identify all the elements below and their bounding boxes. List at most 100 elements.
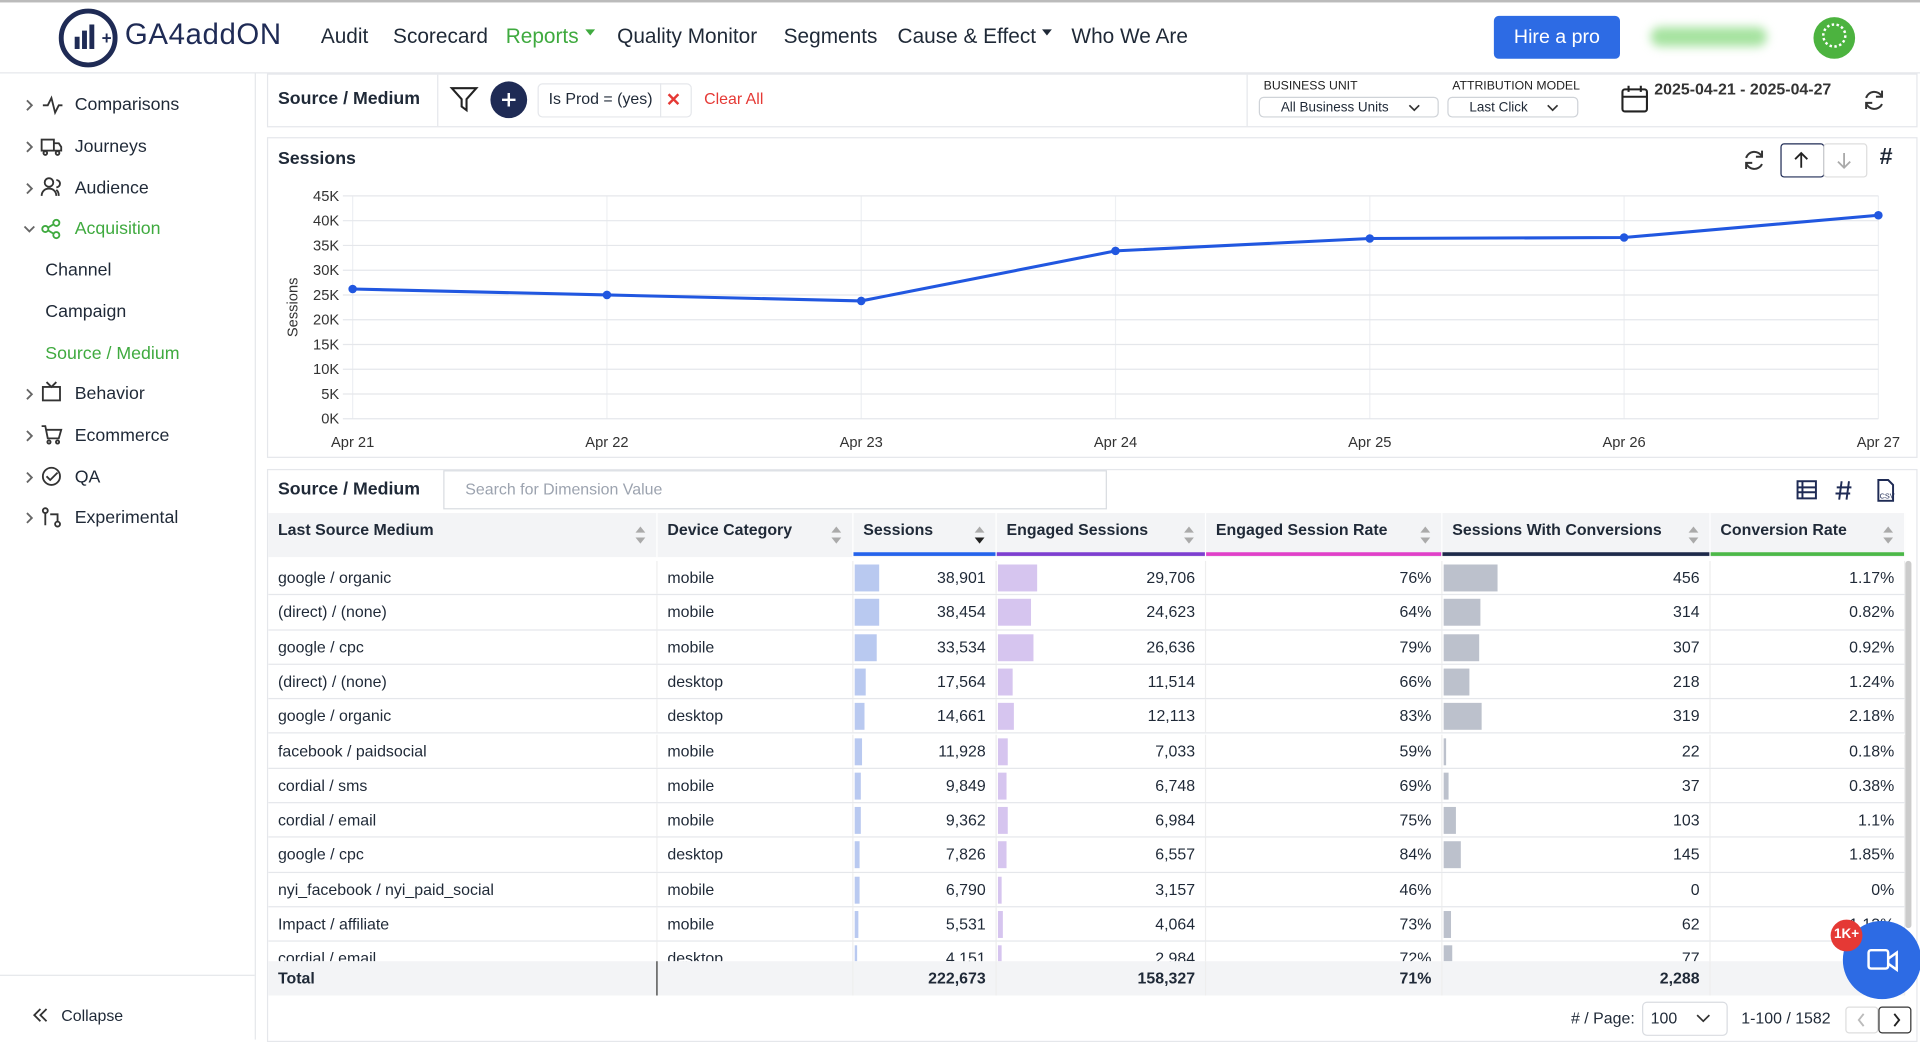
page-arrows bbox=[1845, 1007, 1911, 1034]
table-cell: 0.92% bbox=[1711, 630, 1906, 663]
table-cell: 77 bbox=[1442, 942, 1710, 961]
y-tick-label: 15K bbox=[313, 337, 339, 353]
page-range: 1-100 / 1582 bbox=[1741, 1009, 1830, 1027]
table-row: google / organicmobile38,90129,70676%456… bbox=[268, 561, 1905, 596]
total-cell bbox=[658, 961, 854, 995]
table-cell: 38,901 bbox=[853, 561, 996, 594]
table-header: Last Source MediumDevice CategorySession… bbox=[268, 513, 1905, 557]
table-cell: cordial / sms bbox=[268, 769, 657, 802]
table-cell: 456 bbox=[1442, 561, 1710, 594]
x-tick-label: Apr 22 bbox=[585, 435, 628, 451]
y-tick-label: 45K bbox=[313, 189, 339, 205]
chat-badge: 1K+ bbox=[1832, 927, 1861, 942]
column-underline bbox=[1711, 552, 1904, 556]
column-underline bbox=[1442, 552, 1709, 556]
table-cell: cordial / email bbox=[268, 803, 657, 836]
line-chart: 0K5K10K15K20K25K30K35K40K45KApr 21Apr 22… bbox=[0, 0, 1920, 465]
table-cell: desktop bbox=[658, 942, 854, 961]
sort-icon bbox=[1883, 522, 1893, 533]
point bbox=[1620, 233, 1629, 242]
table-cell: 2,984 bbox=[997, 942, 1206, 961]
table-cell: mobile bbox=[658, 734, 854, 767]
collapse-icon[interactable] bbox=[32, 1007, 49, 1024]
point bbox=[1366, 234, 1375, 243]
total-cell: 158,327 bbox=[997, 961, 1206, 995]
table-cell: 0.82% bbox=[1711, 595, 1906, 628]
table-cell: 12,113 bbox=[997, 699, 1206, 732]
search-input[interactable]: Search for Dimension Value bbox=[443, 470, 1107, 509]
column-header[interactable]: Sessions With Conversions bbox=[1442, 513, 1710, 557]
sort-icon bbox=[1689, 538, 1699, 549]
collapse[interactable]: Collapse bbox=[61, 1007, 123, 1025]
column-header[interactable]: Conversion Rate bbox=[1711, 513, 1906, 557]
sort-icon bbox=[1420, 522, 1430, 533]
column-header[interactable]: Engaged Session Rate bbox=[1206, 513, 1442, 557]
table-cell: mobile bbox=[658, 803, 854, 836]
y-tick-label: 20K bbox=[313, 313, 339, 329]
table-cell: 0.38% bbox=[1711, 769, 1906, 802]
table-row: Impact / affiliatemobile5,5314,06473%621… bbox=[268, 907, 1905, 942]
table-cell: 5,531 bbox=[853, 907, 996, 940]
y-tick-label: 40K bbox=[313, 214, 339, 230]
table-cell: 69% bbox=[1206, 769, 1442, 802]
table-cell: 6,984 bbox=[997, 803, 1206, 836]
sidebar-item[interactable]: Experimental bbox=[75, 508, 179, 528]
table-cell: 6,790 bbox=[853, 873, 996, 906]
column-header[interactable]: Device Category bbox=[658, 513, 854, 557]
table-cell: 26,636 bbox=[997, 630, 1206, 663]
table-cell: 75% bbox=[1206, 803, 1442, 836]
point bbox=[603, 291, 612, 300]
sort-icon bbox=[636, 522, 646, 533]
table-cell: facebook / paidsocial bbox=[268, 734, 657, 767]
table-cell: 73% bbox=[1206, 907, 1442, 940]
per-page-select[interactable]: 100 bbox=[1642, 1002, 1728, 1036]
table-cell: 2.18% bbox=[1711, 699, 1906, 732]
x-tick-label: Apr 21 bbox=[331, 435, 374, 451]
total-row: Total222,673158,32771%2,288 bbox=[268, 961, 1905, 995]
x-tick-label: Apr 24 bbox=[1094, 435, 1137, 451]
table-cell: 1.24% bbox=[1711, 665, 1906, 698]
table-cell: 218 bbox=[1442, 665, 1710, 698]
x-tick-label: Apr 27 bbox=[1857, 435, 1900, 451]
table-cell: 6,748 bbox=[997, 769, 1206, 802]
total-cell: 2,288 bbox=[1442, 961, 1710, 995]
total-cell: 222,673 bbox=[853, 961, 996, 995]
table-cell: google / cpc bbox=[268, 630, 657, 663]
table-cell: mobile bbox=[658, 769, 854, 802]
sort-icon bbox=[831, 538, 841, 549]
sidebar-item[interactable]: QA bbox=[75, 468, 101, 488]
x-tick-label: Apr 25 bbox=[1348, 435, 1391, 451]
table-cell: 22 bbox=[1442, 734, 1710, 767]
table-cell: 72% bbox=[1206, 942, 1442, 961]
table-cell: 319 bbox=[1442, 699, 1710, 732]
table-cell: 4,151 bbox=[853, 942, 996, 961]
sort-icon bbox=[1184, 538, 1194, 549]
sort-icon bbox=[1184, 522, 1194, 533]
table-row: google / cpcdesktop7,8266,55784%1451.85% bbox=[268, 838, 1905, 873]
point bbox=[1874, 211, 1883, 220]
chevron bbox=[1696, 1014, 1711, 1024]
table-cell: 62 bbox=[1442, 907, 1710, 940]
y-tick-label: 25K bbox=[313, 288, 339, 304]
column-underline bbox=[997, 552, 1205, 556]
column-header[interactable]: Engaged Sessions bbox=[997, 513, 1206, 557]
table-row: cordial / emailmobile9,3626,98475%1031.1… bbox=[268, 803, 1905, 838]
scrollbar bbox=[1905, 561, 1911, 928]
table-cell: desktop bbox=[658, 838, 854, 871]
column-header[interactable]: Sessions bbox=[853, 513, 996, 557]
table-cell: 0.18% bbox=[1711, 734, 1906, 767]
table-cell: 79% bbox=[1206, 630, 1442, 663]
table-row: (direct) / (none)mobile38,45424,62364%31… bbox=[268, 595, 1905, 630]
table-cell: desktop bbox=[658, 699, 854, 732]
table-icons[interactable]: CSV bbox=[1795, 478, 1898, 505]
sort-icon bbox=[975, 538, 985, 549]
table-cell: 0 bbox=[1442, 873, 1710, 906]
table-cell: 307 bbox=[1442, 630, 1710, 663]
svg-text:CSV: CSV bbox=[1880, 491, 1895, 500]
table-cell: 59% bbox=[1206, 734, 1442, 767]
table-row: google / cpcmobile33,53426,63679%3070.92… bbox=[268, 630, 1905, 665]
y-tick-label: 10K bbox=[313, 362, 339, 378]
column-header[interactable]: Last Source Medium bbox=[268, 513, 657, 557]
total-cell: Total bbox=[268, 961, 657, 995]
